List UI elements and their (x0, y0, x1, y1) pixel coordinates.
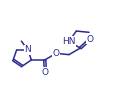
Text: O: O (42, 68, 49, 77)
Text: O: O (86, 35, 93, 44)
Text: O: O (53, 49, 60, 58)
Text: N: N (25, 45, 31, 54)
Text: HN: HN (62, 37, 76, 46)
